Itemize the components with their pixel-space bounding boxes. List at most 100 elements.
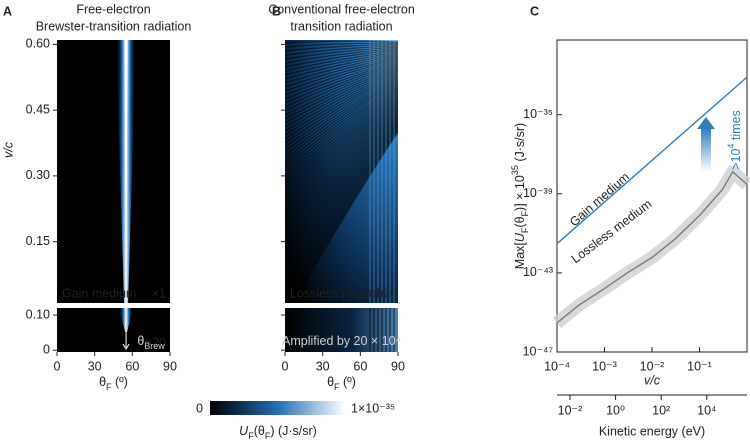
fringe (285, 40, 398, 44)
x-tick-label: 90 (163, 359, 177, 373)
x2-tick-label: 10⁴ (697, 403, 716, 417)
y-tick-label: 0.60 (26, 37, 50, 51)
label-part: >10 (729, 149, 743, 170)
colorbar (210, 401, 345, 415)
fringe (286, 127, 398, 303)
label-part: F (520, 210, 530, 216)
annotation: >104 times (726, 110, 743, 170)
x-tick-label: 0 (54, 359, 61, 373)
label-part: )] × 10 (513, 175, 527, 211)
fringe (285, 113, 398, 264)
x-tick-label: 60 (125, 359, 139, 373)
label-part: Brew (144, 341, 165, 351)
label-part: θ (327, 375, 334, 389)
label-part: (θ (513, 216, 527, 227)
label-part: θ (99, 375, 106, 389)
gain-arrowhead (697, 117, 715, 129)
label-part: F (520, 227, 530, 233)
series-line (556, 76, 748, 245)
fringe (285, 103, 398, 236)
x2-tick-label: 10² (652, 403, 670, 417)
fringe (285, 88, 398, 188)
y-tick-label: 10⁻⁴⁷ (523, 344, 554, 358)
fringe (285, 64, 398, 116)
x-axis-label: v/c (644, 373, 661, 387)
y-tick-label: 10⁻³⁵ (523, 107, 553, 121)
fringe (285, 62, 398, 108)
fringe (285, 45, 398, 56)
y-tick-label: 0.15 (26, 234, 50, 248)
fringe (285, 92, 398, 200)
x-axis-label: θF (º) (327, 375, 356, 392)
fringe (285, 115, 398, 272)
x-axis-label: θF (º) (99, 375, 128, 392)
fringe (285, 79, 398, 160)
panel-title: Brewster-transition radiation (36, 19, 192, 33)
brewster-arrowhead (122, 343, 130, 351)
fringe (285, 111, 398, 260)
fringe (285, 68, 398, 128)
label-part: (º) (112, 375, 128, 389)
fringe (285, 54, 398, 84)
x2-tick-label: 10⁻² (558, 403, 583, 417)
annotation: ×1 (152, 286, 166, 300)
fringe (285, 96, 398, 212)
label-part: 4 (726, 144, 736, 149)
colorbar-label: UF(θF) (J·s/sr) (239, 424, 317, 441)
fringe (285, 59, 398, 100)
label-part: Max[ (513, 242, 527, 270)
fringe (285, 97, 398, 216)
annotation: Lossless medium (290, 286, 387, 300)
fringe (285, 46, 398, 60)
label-part: Amplified by 20 × 10⁴ (282, 334, 401, 348)
label-part: times (729, 110, 743, 143)
fringe (285, 73, 398, 144)
y-axis-label: v/c (1, 141, 15, 158)
fringe (285, 63, 398, 112)
fringe (285, 53, 398, 80)
fringe (285, 93, 398, 204)
series-line (556, 170, 748, 324)
x-tick-label: 10⁻³ (592, 359, 617, 373)
heatmap-image (57, 40, 170, 303)
fringe (285, 66, 398, 120)
x-tick-label: 10⁻² (640, 359, 665, 373)
fringe (285, 101, 398, 228)
y-tick-label: 0 (43, 343, 50, 357)
fringe (290, 130, 398, 303)
panel-letter: C (530, 4, 539, 18)
x-tick-label: 0 (282, 359, 289, 373)
panel-title: Free-electron (76, 2, 150, 16)
panel-title: Conventional free-electron (268, 2, 415, 16)
fringe (285, 80, 398, 164)
x-tick-label: 30 (316, 359, 330, 373)
fringe (285, 56, 398, 92)
fringe (285, 69, 398, 132)
fringe (285, 126, 398, 303)
fringe (285, 85, 398, 180)
x2-tick-label: 10⁰ (606, 403, 625, 417)
fringe (285, 47, 398, 64)
fringe (285, 106, 398, 244)
fringe (285, 107, 398, 248)
colorbar-min: 0 (196, 401, 203, 415)
y-tick-label: 0.30 (26, 168, 50, 182)
fringe (293, 131, 398, 303)
fringe-glow (285, 308, 398, 352)
fringe (285, 43, 398, 52)
fringe (285, 114, 398, 268)
label-part: U (513, 232, 527, 242)
panel-letter: A (3, 4, 12, 18)
x-tick-label: 30 (88, 359, 102, 373)
fringe (285, 102, 398, 232)
y-axis-label: Max[UF(θF)] × 1035 (J·s/sr) (510, 123, 530, 269)
fringe (285, 94, 398, 208)
fringe (285, 122, 398, 292)
label-part: (º) (340, 375, 356, 389)
fringe (285, 71, 398, 136)
label-part: (J·s/sr) (513, 123, 527, 165)
emission-core (124, 40, 128, 263)
fringe (285, 86, 398, 184)
fringe (285, 98, 398, 220)
